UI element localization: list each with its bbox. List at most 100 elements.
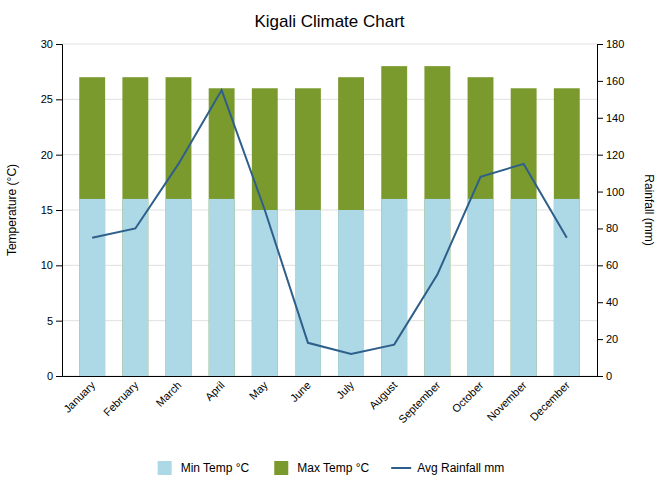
bar [511,199,537,376]
tick-mark [597,44,603,45]
tick: December [528,379,573,424]
tick-label: 60 [606,259,618,271]
tick: 140 [597,112,624,124]
tick: September [396,379,443,426]
y2-axis-title: Rainfall (mm) [642,174,656,245]
tick-label: 80 [606,222,618,234]
legend-swatch [158,461,172,475]
tick: October [449,379,485,415]
bar [209,199,235,376]
tick-label: 120 [606,149,624,161]
tick: May [247,378,271,402]
tick: 120 [597,149,624,161]
tick-label: October [449,379,485,415]
tick-label: 160 [606,75,624,87]
tick: 160 [597,75,624,87]
tick: April [203,379,227,403]
tick: November [484,379,529,424]
legend-swatch [274,461,288,475]
axis-line [63,376,598,377]
y-axis: 051015202530 [41,38,63,382]
tick-label: December [528,379,573,424]
tick-mark [56,321,62,322]
bar [381,199,407,376]
bar [554,199,580,376]
legend-label: Min Temp °C [181,461,250,475]
tick-label: April [203,379,227,403]
tick: 0 [597,370,612,382]
tick-mark [597,376,603,377]
tick-label: 5 [47,315,53,327]
bar [554,88,580,376]
bar [511,88,537,376]
tick-mark [56,376,62,377]
tick-label: 25 [41,93,53,105]
tick: 60 [597,259,618,271]
tick: 0 [47,370,62,382]
tick-mark [597,339,603,340]
tick-label: 40 [606,296,618,308]
x-axis: JanuaryFebruaryMarchAprilMayJuneJulyAugu… [61,377,597,426]
bar [122,77,148,376]
tick: 20 [597,333,618,345]
bar [79,199,105,376]
bar [338,77,364,376]
tick: August [367,379,400,412]
tick-label: 20 [41,149,53,161]
axis-line [56,45,63,377]
tick: 20 [41,149,62,161]
legend-label: Avg Rainfall mm [417,461,504,475]
grid-line [62,44,597,45]
legend-swatch [391,467,411,469]
tick-label: 140 [606,112,624,124]
tick-mark [597,192,603,193]
tick: 30 [41,38,62,50]
axis-line [598,45,604,377]
tick: February [101,378,141,418]
legend-item: Avg Rainfall mm [391,461,504,475]
tick-label: June [288,379,313,404]
tick-label: March [153,379,183,409]
y2-axis: 0 20 40 60 80 100 120 140 160 180 [597,38,624,382]
tick-label: 20 [606,333,618,345]
bar [295,210,321,376]
legend: Min Temp °CMax Temp °CAvg Rainfall mm [158,461,505,475]
line [92,90,567,354]
tick-mark [56,210,62,211]
tick-label: 100 [606,186,624,198]
tick: 25 [41,93,62,105]
bar [468,77,494,376]
tick: June [288,379,313,404]
tick-label: 180 [606,38,624,50]
tick: March [153,379,183,409]
tick-mark [597,118,603,119]
plot-area: 051015202530020406080100120140160180Janu… [41,38,625,425]
bar [166,199,192,376]
tick-label: February [101,378,141,418]
tick-mark [56,44,62,45]
tick-mark [56,155,62,156]
tick-label: August [367,379,400,412]
tick-label: 10 [41,259,53,271]
bar-series [79,66,579,376]
grid [62,44,597,376]
tick-label: 30 [41,38,53,50]
chart: 051015202530020406080100120140160180Janu… [0,0,659,484]
tick-mark [56,265,62,266]
tick: 80 [597,222,618,234]
legend-item: Min Temp °C [158,461,250,475]
title: Kigali Climate Chart [254,12,404,31]
tick-label: 0 [47,370,53,382]
tick: 100 [597,186,624,198]
tick-mark [597,81,603,82]
tick: 180 [597,38,624,50]
bar-series [79,199,579,376]
bar [79,77,105,376]
tick-label: November [484,379,529,424]
tick-mark [597,265,603,266]
tick: July [334,378,357,401]
tick-mark [597,302,603,303]
bar [468,199,494,376]
bar [209,88,235,376]
y-axis-title: Temperature (°C) [5,164,19,256]
